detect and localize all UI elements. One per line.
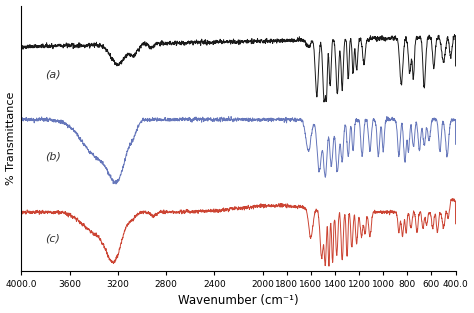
Text: (c): (c): [46, 234, 60, 244]
Y-axis label: % Transmittance: % Transmittance: [6, 91, 16, 185]
Text: (a): (a): [46, 70, 61, 80]
X-axis label: Wavenumber (cm⁻¹): Wavenumber (cm⁻¹): [178, 295, 299, 307]
Text: (b): (b): [46, 152, 61, 162]
